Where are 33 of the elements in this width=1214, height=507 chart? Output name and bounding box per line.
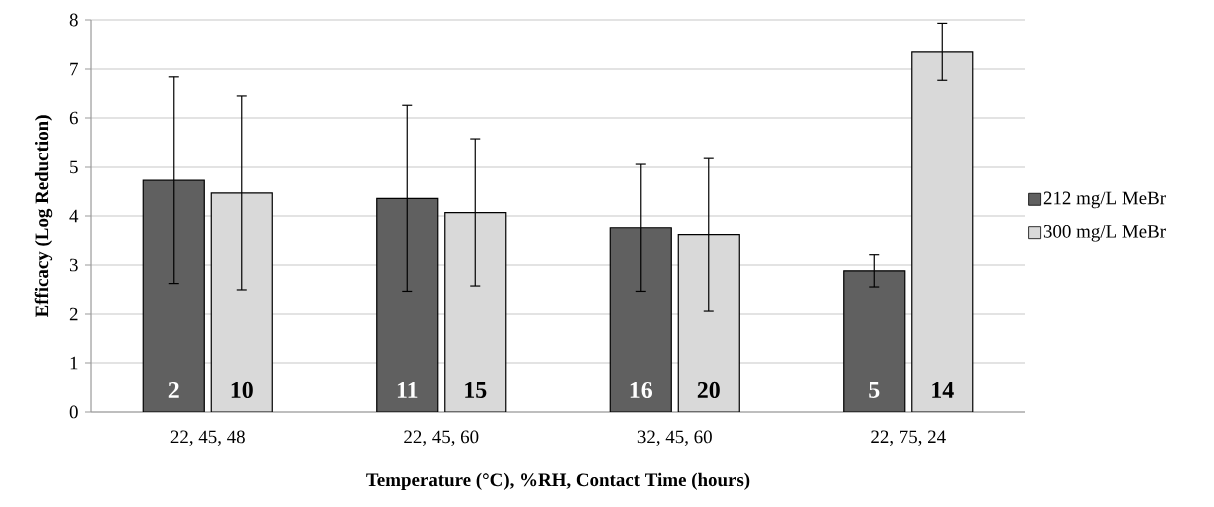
bar xyxy=(911,51,974,412)
annotation: 20 xyxy=(697,381,720,398)
bar xyxy=(609,227,672,412)
y-tick-label: 2 xyxy=(69,307,78,321)
annotation: 16 xyxy=(630,381,653,398)
x-tick-label: 22, 45, 48 xyxy=(170,430,245,446)
annotation: 15 xyxy=(465,381,487,398)
y-tick-label: 4 xyxy=(69,209,79,223)
y-tick-label: 0 xyxy=(69,405,78,419)
annotation: 2 xyxy=(168,382,179,398)
annotation: 11 xyxy=(397,382,418,398)
x-tick-label: 32, 45, 60 xyxy=(637,430,712,446)
x-tick-label: 22, 75, 24 xyxy=(871,430,946,446)
y-tick-label: 1 xyxy=(70,356,78,370)
y-tick-label: 7 xyxy=(70,62,78,76)
y-tick-label: 5 xyxy=(70,160,78,174)
x-tick-label: 22, 45, 60 xyxy=(404,430,479,446)
bar xyxy=(444,211,507,412)
y-tick-label: 3 xyxy=(69,258,78,272)
y-tick-label: 6 xyxy=(69,111,78,125)
bar xyxy=(677,234,740,412)
bar xyxy=(376,197,439,412)
annotation: 5 xyxy=(869,381,880,398)
y-axis-title: Efficacy (Log Reduction) xyxy=(34,115,53,318)
annotation: 14 xyxy=(932,382,954,398)
bar xyxy=(142,179,205,412)
legend-label: 212 mg/L MeBr xyxy=(1043,191,1166,209)
y-tick-label: 8 xyxy=(69,13,78,27)
legend-label: 300 mg/L MeBr xyxy=(1043,224,1166,242)
bar xyxy=(210,192,273,412)
annotation: 10 xyxy=(231,381,253,398)
x-axis-title: Temperature (°C), %RH, Contact Time (hours) xyxy=(366,472,750,490)
bar xyxy=(843,270,906,412)
